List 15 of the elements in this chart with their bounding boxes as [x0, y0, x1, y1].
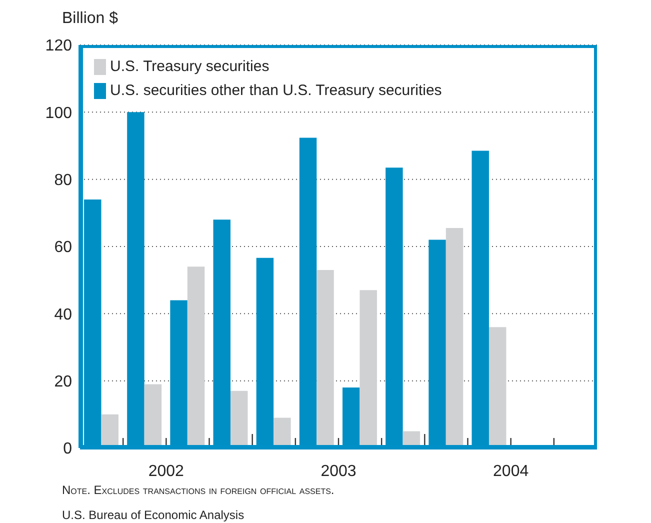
y-tick-label: 40 — [54, 306, 72, 324]
x-tick-label: 2002 — [148, 463, 184, 480]
y-tick-label: 60 — [54, 239, 72, 256]
x-tick-label: 2004 — [493, 463, 529, 480]
y-tick-label: 120 — [45, 38, 72, 55]
y-tick-label: 20 — [54, 374, 72, 391]
y-tick-label: 100 — [45, 104, 72, 122]
x-tick-label: 2003 — [320, 463, 356, 480]
y-tick-label: 80 — [54, 172, 72, 190]
y-tick-label: 0 — [63, 440, 72, 458]
text: Note. Excludes transactions in foreign official assets. — [62, 483, 334, 497]
legend-label: U.S. Treasury securities — [110, 57, 270, 77]
y-axis-title: Billion $ — [62, 10, 118, 28]
text: U.S. Bureau of Economic Analysis — [62, 508, 244, 522]
legend-label: U.S. securities other than U.S. Treasury securities — [110, 81, 442, 101]
